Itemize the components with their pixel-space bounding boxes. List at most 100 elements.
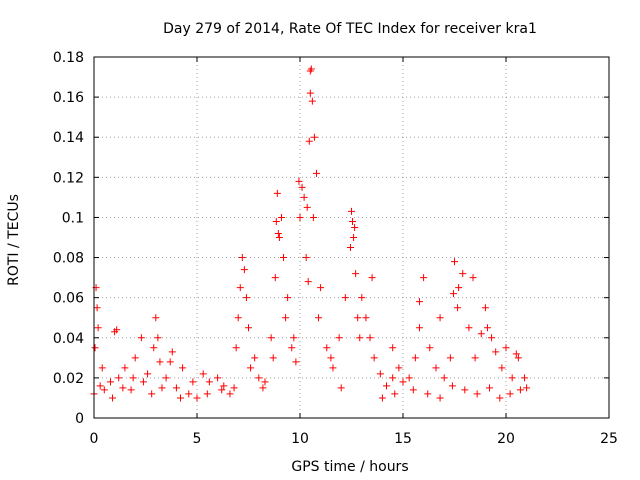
- data-point: [395, 364, 403, 372]
- data-point: [424, 390, 432, 398]
- data-point: [352, 270, 360, 278]
- x-tick-label: 10: [291, 431, 309, 447]
- y-tick-label: 0.16: [53, 90, 84, 106]
- x-axis-label: GPS time / hours: [291, 459, 408, 475]
- data-point: [137, 334, 145, 342]
- data-point: [255, 374, 263, 382]
- data-point: [109, 394, 117, 402]
- data-point: [405, 374, 413, 382]
- data-point: [409, 386, 417, 394]
- data-points: [90, 65, 531, 402]
- grid-lines: [94, 57, 609, 418]
- data-point: [305, 137, 313, 145]
- data-point: [327, 354, 335, 362]
- data-point: [242, 294, 250, 302]
- data-point: [280, 254, 288, 262]
- data-point: [383, 382, 391, 390]
- data-point: [240, 266, 248, 274]
- data-point: [354, 314, 362, 322]
- y-tick-label: 0.02: [53, 371, 84, 387]
- data-point: [512, 350, 520, 358]
- data-point: [486, 384, 494, 392]
- data-point: [284, 294, 292, 302]
- data-point: [523, 384, 531, 392]
- data-point: [362, 314, 370, 322]
- data-point: [121, 364, 129, 372]
- data-point: [312, 169, 320, 177]
- data-point: [168, 348, 176, 356]
- data-point: [189, 378, 197, 386]
- y-tick-label: 0.06: [53, 291, 84, 307]
- data-point: [203, 390, 211, 398]
- data-point: [234, 314, 242, 322]
- data-point: [177, 394, 185, 402]
- data-point: [481, 304, 489, 312]
- data-point: [272, 217, 280, 225]
- data-point: [461, 386, 469, 394]
- data-point: [415, 298, 423, 306]
- data-point: [226, 390, 234, 398]
- data-point: [94, 324, 102, 332]
- data-point: [389, 374, 397, 382]
- data-point: [516, 386, 524, 394]
- data-point: [399, 378, 407, 386]
- data-point: [496, 394, 504, 402]
- data-point: [113, 326, 121, 334]
- data-point: [488, 334, 496, 342]
- data-point: [275, 234, 283, 241]
- data-point: [193, 394, 201, 402]
- data-point: [91, 344, 99, 352]
- y-tick-label: 0.04: [53, 331, 84, 347]
- data-point: [337, 384, 345, 392]
- data-point: [179, 364, 187, 372]
- y-tick-label: 0.08: [53, 251, 84, 267]
- data-point: [214, 374, 222, 382]
- y-tick-label: 0.1: [62, 210, 84, 226]
- data-point: [370, 354, 378, 362]
- data-point: [483, 324, 491, 332]
- x-tick-label: 5: [193, 431, 202, 447]
- chart-title: Day 279 of 2014, Rate Of TEC Index for r…: [163, 21, 537, 37]
- data-point: [454, 304, 462, 312]
- data-point: [148, 390, 156, 398]
- data-point: [307, 65, 315, 73]
- data-point: [172, 384, 180, 392]
- data-point: [127, 386, 135, 394]
- data-point: [477, 330, 485, 338]
- data-point: [455, 284, 463, 292]
- data-point: [156, 358, 164, 366]
- data-point: [295, 177, 303, 185]
- data-point: [348, 207, 355, 215]
- data-point: [269, 354, 277, 362]
- data-point: [152, 314, 160, 322]
- data-point: [119, 384, 127, 392]
- data-point: [351, 223, 359, 231]
- data-point: [411, 354, 419, 362]
- data-point: [100, 386, 108, 394]
- data-point: [274, 229, 282, 237]
- plot-frame: [93, 56, 610, 419]
- x-tick-label: 25: [600, 431, 618, 447]
- data-point: [506, 390, 514, 398]
- data-point: [139, 378, 147, 386]
- data-point: [96, 382, 104, 390]
- data-point: [465, 324, 473, 332]
- data-point: [378, 394, 386, 402]
- data-point: [267, 334, 275, 342]
- data-point: [498, 364, 506, 372]
- data-point: [420, 274, 428, 282]
- data-point: [199, 370, 207, 378]
- data-point: [323, 344, 331, 352]
- data-point: [292, 358, 300, 366]
- data-point: [150, 344, 158, 352]
- data-point: [315, 314, 323, 322]
- data-point: [158, 384, 166, 392]
- data-point: [129, 374, 137, 382]
- data-point: [230, 384, 238, 392]
- data-point: [350, 234, 358, 241]
- data-point: [162, 374, 170, 382]
- data-point: [368, 274, 376, 282]
- data-point: [131, 354, 139, 362]
- data-point: [389, 344, 397, 352]
